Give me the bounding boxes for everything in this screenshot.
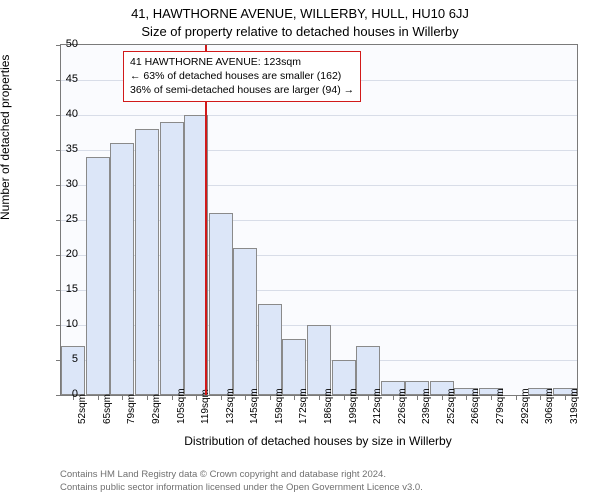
xtick-mark: [540, 395, 541, 400]
grid-line: [61, 115, 577, 116]
chart-title-sub: Size of property relative to detached ho…: [0, 24, 600, 39]
property-info-box: 41 HAWTHORNE AVENUE: 123sqm← 63% of deta…: [123, 51, 361, 102]
property-size-chart: 41, HAWTHORNE AVENUE, WILLERBY, HULL, HU…: [0, 0, 600, 500]
xtick-mark: [319, 395, 320, 400]
xtick-mark: [466, 395, 467, 400]
xtick-mark: [294, 395, 295, 400]
ytick-label: 15: [48, 283, 78, 295]
footer-line-1: Contains HM Land Registry data © Crown c…: [60, 469, 423, 481]
info-box-line: 36% of semi-detached houses are larger (…: [130, 83, 354, 97]
xtick-mark: [98, 395, 99, 400]
ytick-label: 10: [48, 318, 78, 330]
histogram-bar: [160, 122, 184, 395]
xtick-mark: [344, 395, 345, 400]
histogram-bar: [110, 143, 134, 395]
xtick-mark: [393, 395, 394, 400]
ytick-label: 0: [48, 388, 78, 400]
info-box-line: 41 HAWTHORNE AVENUE: 123sqm: [130, 55, 354, 69]
x-axis-label: Distribution of detached houses by size …: [60, 434, 576, 448]
xtick-mark: [147, 395, 148, 400]
ytick-label: 35: [48, 143, 78, 155]
xtick-mark: [368, 395, 369, 400]
histogram-bar: [209, 213, 233, 395]
ytick-label: 25: [48, 213, 78, 225]
histogram-bar: [86, 157, 110, 395]
histogram-bar: [282, 339, 306, 395]
info-box-line: ← 63% of detached houses are smaller (16…: [130, 69, 354, 83]
histogram-bar: [258, 304, 282, 395]
xtick-label: 92sqm: [151, 394, 162, 424]
xtick-mark: [491, 395, 492, 400]
xtick-mark: [122, 395, 123, 400]
histogram-bar: [307, 325, 331, 395]
histogram-bar: [233, 248, 257, 395]
xtick-label: 279sqm: [495, 388, 506, 424]
xtick-mark: [172, 395, 173, 400]
xtick-mark: [417, 395, 418, 400]
xtick-label: 52sqm: [77, 394, 88, 424]
chart-title-main: 41, HAWTHORNE AVENUE, WILLERBY, HULL, HU…: [0, 6, 600, 21]
xtick-mark: [245, 395, 246, 400]
xtick-label: 65sqm: [102, 394, 113, 424]
y-axis-label: Number of detached properties: [0, 55, 12, 220]
xtick-mark: [565, 395, 566, 400]
xtick-mark: [516, 395, 517, 400]
xtick-mark: [270, 395, 271, 400]
plot-area: 52sqm65sqm79sqm92sqm105sqm119sqm132sqm14…: [60, 44, 578, 396]
ytick-label: 20: [48, 248, 78, 260]
ytick-label: 40: [48, 108, 78, 120]
xtick-mark: [196, 395, 197, 400]
footer-line-2: Contains public sector information licen…: [60, 482, 423, 494]
ytick-label: 50: [48, 38, 78, 50]
ytick-label: 45: [48, 73, 78, 85]
xtick-label: 319sqm: [569, 388, 580, 424]
footer-attribution: Contains HM Land Registry data © Crown c…: [60, 469, 423, 494]
histogram-bar: [135, 129, 159, 395]
xtick-mark: [442, 395, 443, 400]
ytick-label: 30: [48, 178, 78, 190]
xtick-mark: [221, 395, 222, 400]
ytick-label: 5: [48, 353, 78, 365]
xtick-label: 79sqm: [126, 394, 137, 424]
